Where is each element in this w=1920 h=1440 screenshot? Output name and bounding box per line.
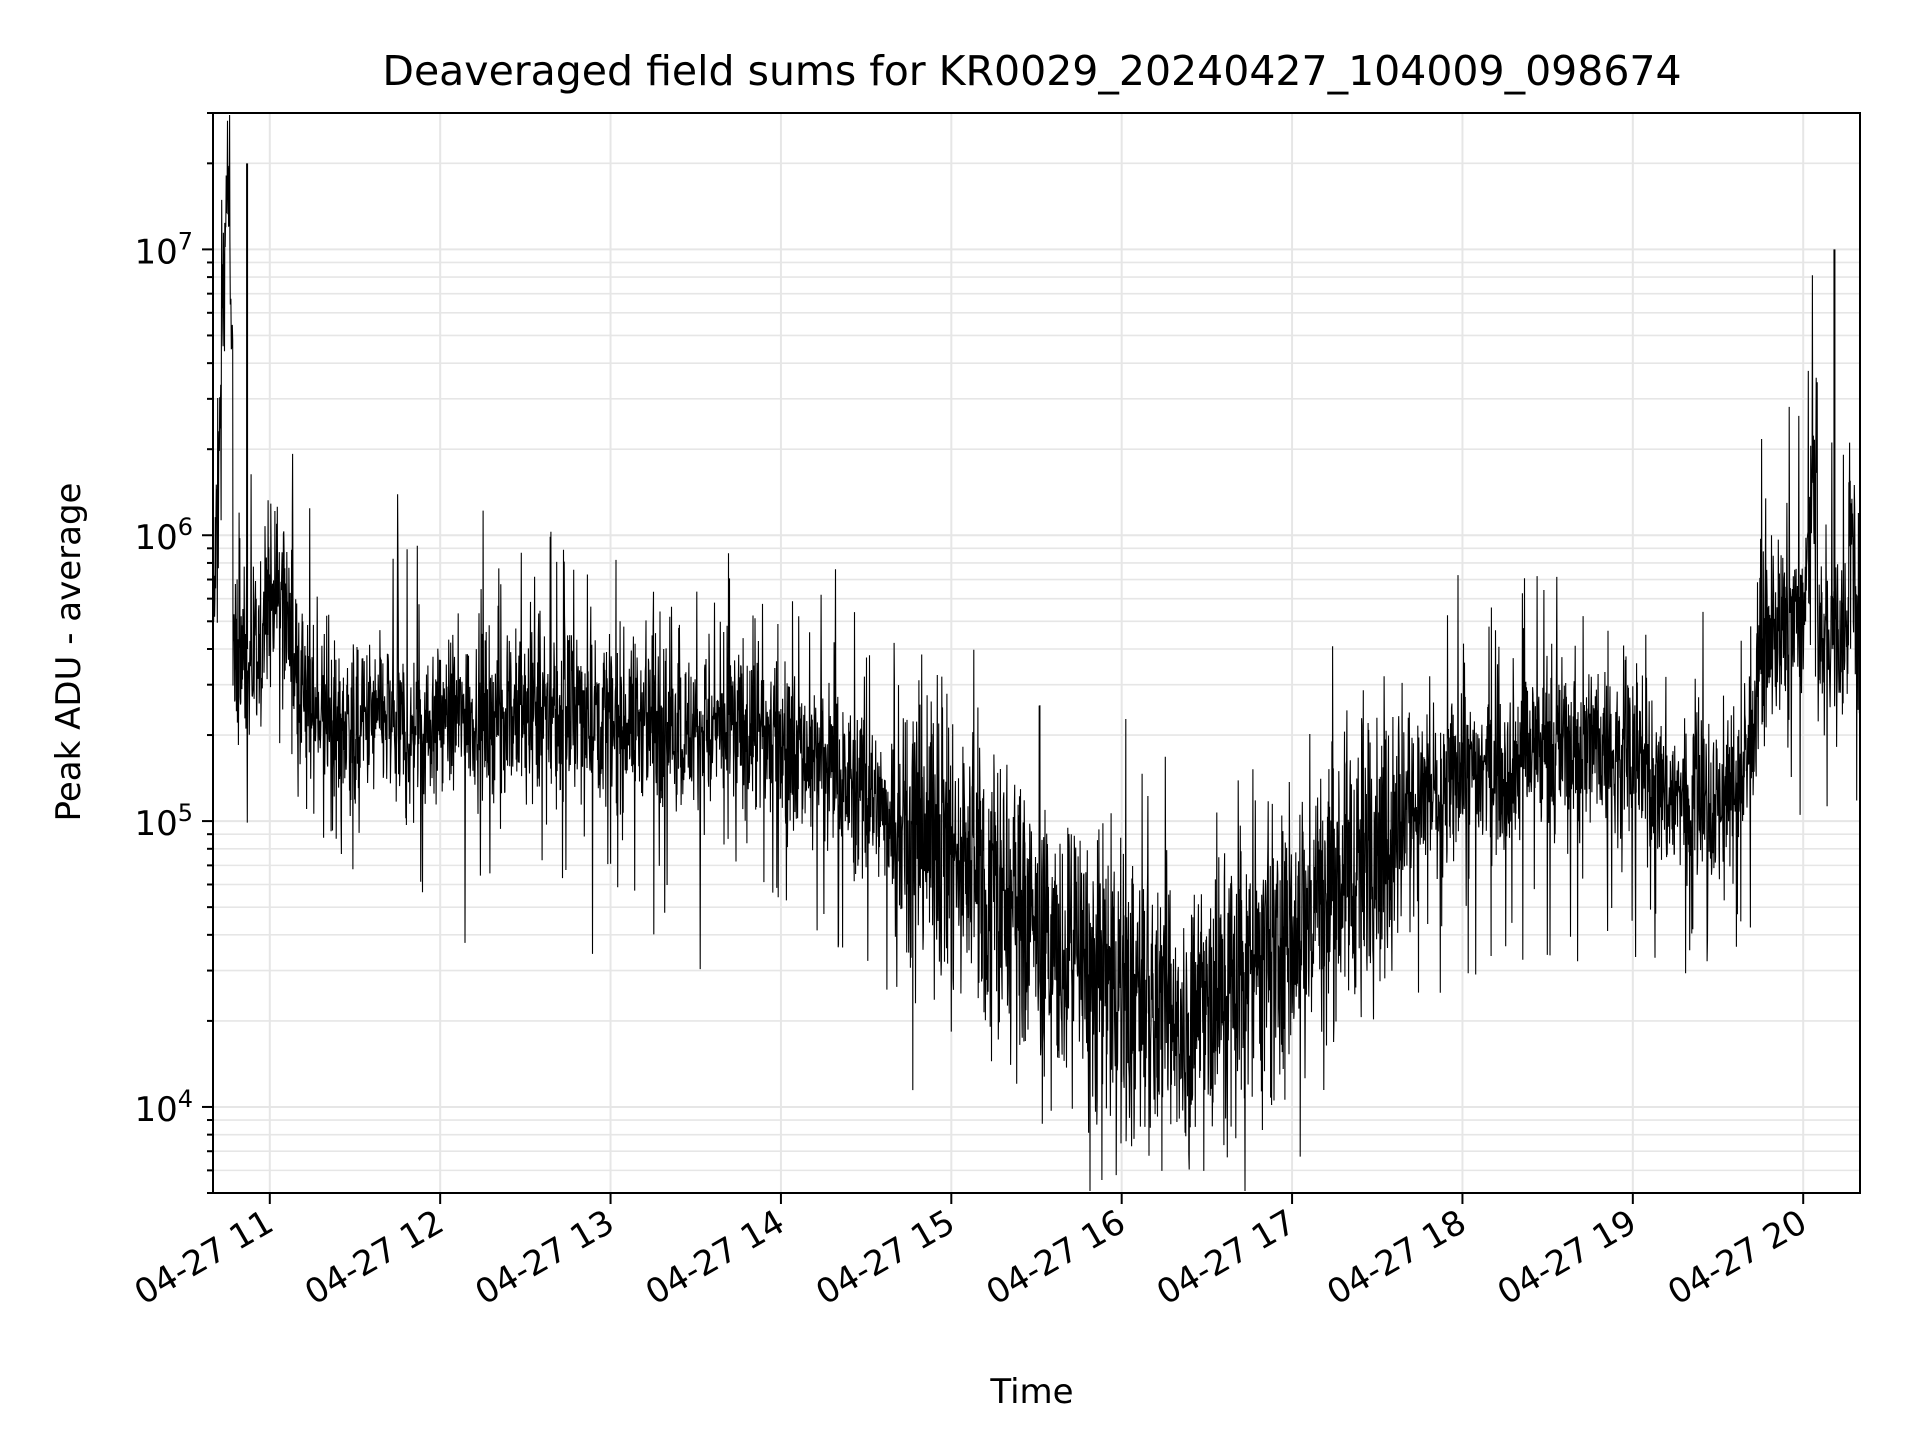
y-axis: 104 105 106 107 xyxy=(134,112,213,1194)
chart-title: Deaveraged field sums for KR0029_2024042… xyxy=(382,47,1681,95)
series-line xyxy=(213,114,1861,1192)
x-tick-label: 04-27 14 xyxy=(639,1202,791,1313)
series-layer xyxy=(213,114,1861,1192)
y-tick-label: 104 xyxy=(134,1085,193,1130)
x-tick-label: 04-27 18 xyxy=(1321,1202,1473,1313)
x-tick-label: 04-27 11 xyxy=(128,1202,280,1313)
x-tick-label: 04-27 15 xyxy=(809,1202,961,1313)
x-axis: 04-27 11 04-27 12 04-27 13 04-27 14 04-27 15… xyxy=(128,1193,1814,1313)
x-tick-label: 04-27 17 xyxy=(1150,1202,1302,1313)
grid xyxy=(213,112,1860,1194)
y-tick-label: 107 xyxy=(134,227,193,272)
y-axis-label: Peak ADU - average xyxy=(49,483,89,822)
y-tick-label: 105 xyxy=(134,799,193,844)
y-tick-label: 106 xyxy=(134,513,193,558)
plot-area-frame xyxy=(212,112,1861,1194)
x-tick-label: 04-27 13 xyxy=(469,1202,621,1313)
x-tick-label: 04-27 16 xyxy=(980,1202,1132,1313)
x-tick-label: 04-27 20 xyxy=(1661,1202,1813,1313)
x-tick-label: 04-27 19 xyxy=(1491,1202,1643,1313)
x-tick-label: 04-27 12 xyxy=(298,1202,450,1313)
x-axis-label: Time xyxy=(989,1372,1073,1412)
